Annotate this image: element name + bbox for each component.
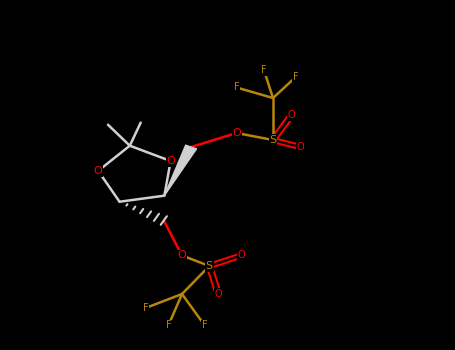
Text: O: O [166, 156, 175, 166]
Text: F: F [293, 72, 298, 82]
Text: S: S [269, 135, 277, 145]
Text: F: F [234, 83, 239, 92]
Polygon shape [164, 145, 197, 196]
Text: O: O [288, 111, 295, 120]
Text: O: O [215, 289, 222, 299]
Text: F: F [166, 321, 171, 330]
Text: O: O [94, 166, 102, 176]
Text: O: O [238, 251, 245, 260]
Text: O: O [232, 128, 241, 138]
Text: F: F [261, 65, 267, 75]
Text: F: F [143, 303, 148, 313]
Text: O: O [297, 142, 304, 152]
Text: F: F [202, 321, 207, 330]
Text: O: O [177, 251, 187, 260]
Text: S: S [206, 261, 213, 271]
